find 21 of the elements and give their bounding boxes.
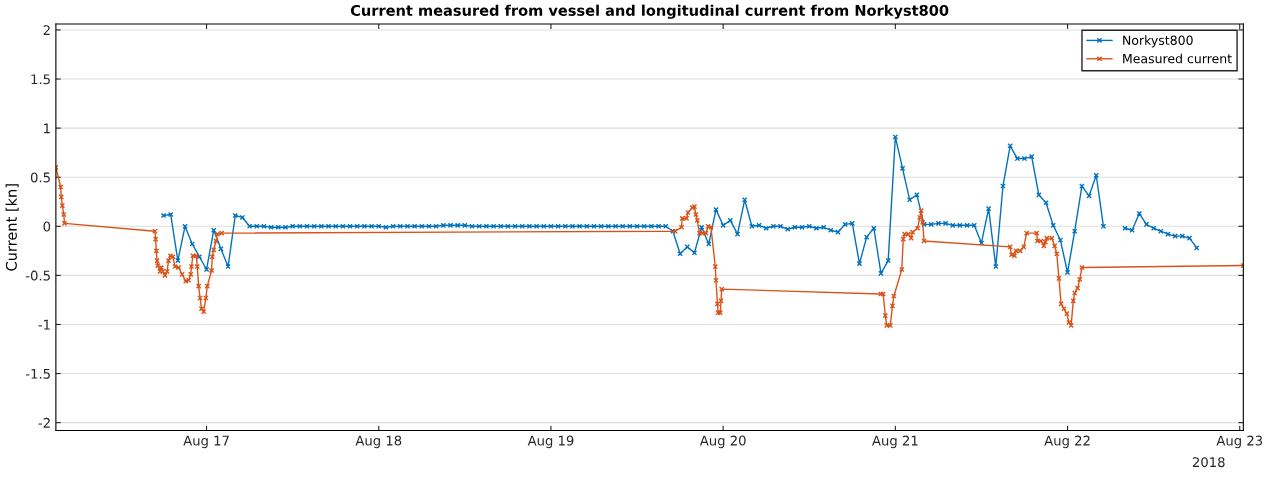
y-tick-label: -0.5 [25, 270, 50, 281]
legend-label: Measured current [1123, 53, 1232, 64]
y-tick-label: 2 [43, 25, 50, 35]
y-tick-label: 0 [43, 221, 51, 232]
y-axis-title: Current [kn] [5, 184, 19, 271]
x-tick-label: Aug 23 [1216, 435, 1263, 449]
chart-title: Current measured from vessel and longitudinal current from Norkyst800 [350, 4, 949, 19]
x-tick-label: Aug 20 [699, 435, 746, 449]
y-tick-label: 1 [44, 123, 50, 134]
y-tick-label: 1.5 [31, 74, 50, 85]
y-tick-label: -2 [38, 417, 50, 428]
y-tick-label: -1.5 [25, 368, 50, 379]
x-tick-label: Aug 18 [355, 435, 402, 449]
y-tick-label: -1 [38, 319, 50, 330]
text: 2018 [1192, 457, 1225, 468]
x-tick-label: Aug 19 [527, 435, 574, 449]
x-tick-label: Aug 17 [183, 435, 229, 449]
x-tick-label: Aug 21 [872, 435, 918, 449]
x-tick-label: Aug 22 [1044, 435, 1090, 449]
y-tick-label: 0.5 [30, 172, 50, 183]
legend-label: Norkyst800 [1123, 35, 1193, 48]
